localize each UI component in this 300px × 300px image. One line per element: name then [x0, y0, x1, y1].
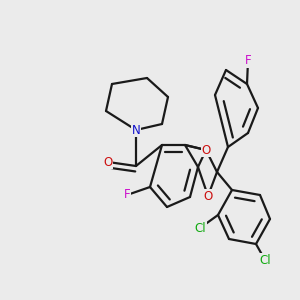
Text: Cl: Cl	[194, 221, 206, 235]
Text: O: O	[203, 190, 213, 202]
Text: N: N	[132, 124, 140, 136]
Text: O: O	[201, 143, 211, 157]
Text: O: O	[103, 155, 112, 169]
Text: F: F	[124, 188, 130, 202]
Text: Cl: Cl	[259, 254, 271, 266]
Text: F: F	[245, 55, 251, 68]
